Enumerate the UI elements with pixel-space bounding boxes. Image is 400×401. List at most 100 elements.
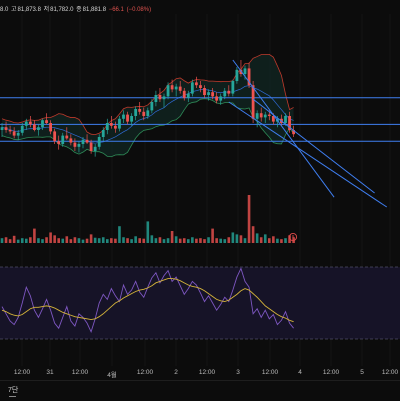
candlestick-series (0, 60, 295, 157)
rsi-pane (0, 266, 400, 340)
legend-low-value: 81,782.0 (50, 7, 74, 13)
volume-bar (255, 233, 259, 243)
time-axis-label: 31 (46, 369, 54, 376)
volume-bar (65, 236, 69, 243)
volume-bar (187, 239, 190, 243)
time-axis-label: 12:00 (13, 369, 31, 376)
volume-bar (150, 235, 154, 243)
candle-body (170, 85, 174, 90)
legend-close-value: 81,881.8 (82, 7, 107, 13)
candle-body (122, 114, 125, 119)
volume-bar (114, 238, 117, 243)
candle-body (259, 113, 263, 118)
candle-body (271, 116, 275, 122)
candle-body (243, 68, 247, 74)
candle-body (65, 135, 69, 139)
volume-bar (207, 237, 210, 243)
volume-bar (37, 238, 40, 243)
candle-body (24, 121, 28, 126)
volume-bar (235, 234, 239, 243)
time-axis-label: 5 (360, 369, 364, 376)
volume-bar (77, 238, 81, 243)
candle-body (93, 146, 97, 151)
volume-bar (223, 239, 227, 243)
alert-icon[interactable] (288, 232, 298, 242)
volume-bar (4, 237, 8, 243)
volume-bar (268, 238, 271, 243)
volume-bar (162, 239, 166, 243)
rsi-line (1, 267, 294, 334)
volume-bar (174, 236, 178, 243)
volume-bar (247, 195, 251, 243)
legend-change: −66.1 (108, 7, 124, 13)
candle-body (73, 142, 77, 147)
legend-close-label: 종 (76, 7, 82, 13)
legend-open: 8.0 (0, 7, 9, 13)
volume-bar (81, 239, 85, 243)
volume-bar (53, 235, 56, 243)
volume-bar (219, 238, 222, 243)
candle-body (37, 127, 40, 130)
volume-bar (61, 238, 65, 243)
candle-body (28, 121, 32, 125)
band-lower-line (1, 98, 294, 158)
volume-bar (170, 231, 174, 243)
volume-bar (29, 237, 32, 243)
volume-bar (284, 238, 287, 243)
volume-bar (130, 239, 133, 243)
candle-body (190, 82, 194, 94)
candle-body (53, 131, 57, 142)
volume-bar (263, 234, 267, 243)
candle-body (154, 95, 158, 102)
volume-bar (93, 237, 97, 243)
volume-bar (106, 239, 109, 243)
candle-body (118, 118, 121, 129)
volume-bar (154, 238, 158, 243)
volume-bar (85, 238, 89, 243)
candle-body (162, 96, 166, 100)
trendline (228, 101, 388, 208)
ohlc-legend: 8.0 고81,873.8 저81,782.0 종81,881.8 −66.1 … (0, 4, 152, 13)
candle-body (211, 92, 214, 97)
volume-bar (191, 237, 194, 243)
horizontal-levels[interactable] (0, 97, 400, 142)
volume-bar (110, 238, 113, 243)
time-axis-label: 12:00 (261, 369, 279, 376)
volume-bar (69, 239, 73, 243)
candle-body (97, 137, 101, 147)
candle-body (178, 86, 182, 91)
volume-bar (215, 238, 218, 243)
time-axis-label: 4월 (107, 372, 117, 379)
candle-body (12, 131, 16, 136)
timezone-button[interactable]: 7단 (8, 387, 19, 394)
volume-bar (203, 239, 206, 243)
volume-bar (199, 238, 202, 243)
volume-bars (0, 195, 295, 243)
volume-bar (25, 238, 28, 243)
candle-body (101, 130, 105, 137)
legend-high-value: 81,873.8 (17, 7, 41, 13)
candle-body (215, 96, 219, 101)
candle-body (105, 123, 109, 130)
volume-bar (239, 235, 243, 243)
volume-bar (138, 238, 141, 243)
volume-bar (227, 237, 231, 243)
volume-bar (97, 238, 101, 243)
volume-bar (89, 234, 93, 243)
volume-bar (101, 237, 105, 243)
volume-bar (118, 226, 121, 243)
volume-bar (166, 238, 170, 243)
candle-body (182, 90, 186, 98)
volume-bar (49, 232, 52, 243)
candle-body (114, 125, 117, 129)
time-axis[interactable]: 12:00 31 12:00 4월 12:00 2 12:00 3 12:00 … (0, 366, 400, 380)
candle-body (0, 127, 4, 130)
candle-body (49, 123, 52, 132)
volume-bar (178, 238, 182, 243)
trendlines[interactable] (228, 59, 388, 208)
candle-body (146, 110, 150, 116)
volume-bar (41, 239, 44, 243)
candle-body (251, 85, 255, 119)
candle-body (263, 114, 267, 118)
